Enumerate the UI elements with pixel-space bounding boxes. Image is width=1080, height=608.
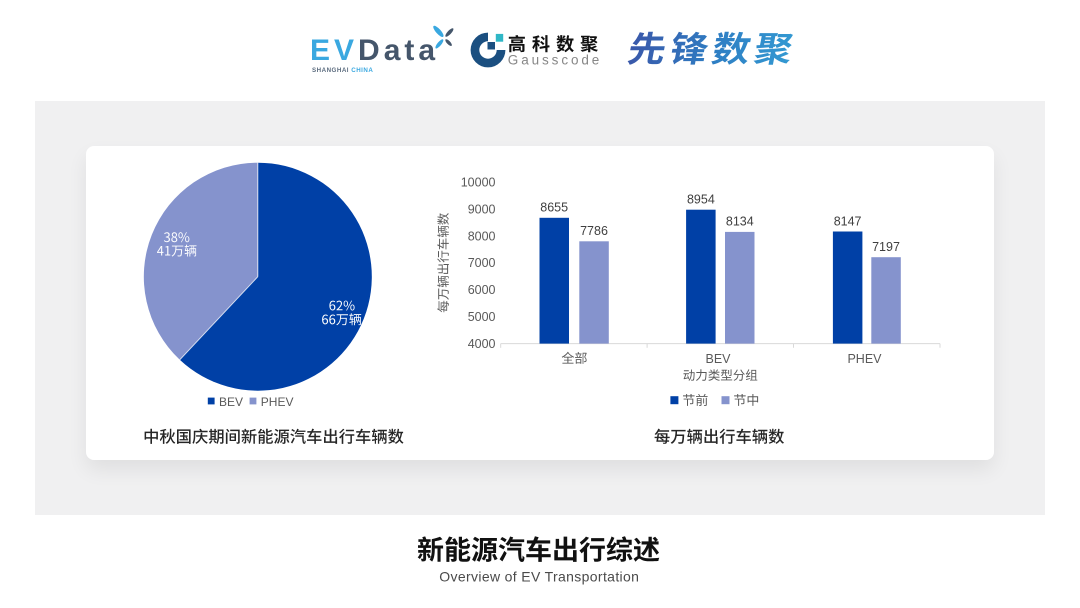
svg-text:7197: 7197 xyxy=(872,240,900,254)
svg-text:9000: 9000 xyxy=(468,202,496,216)
svg-text:10000: 10000 xyxy=(461,176,496,190)
svg-text:8147: 8147 xyxy=(834,214,862,228)
svg-text:Overview of EV Transportation: Overview of EV Transportation xyxy=(439,569,639,585)
svg-text:BEV: BEV xyxy=(219,395,243,409)
svg-text:8954: 8954 xyxy=(687,193,715,207)
svg-text:PHEV: PHEV xyxy=(261,395,294,409)
svg-text:4000: 4000 xyxy=(468,337,496,351)
svg-text:8655: 8655 xyxy=(540,201,568,215)
svg-text:7786: 7786 xyxy=(580,224,608,238)
svg-text:PHEV: PHEV xyxy=(847,352,882,366)
svg-text:7000: 7000 xyxy=(468,256,496,270)
svg-text:Gausscode: Gausscode xyxy=(508,53,602,68)
svg-text:8000: 8000 xyxy=(468,229,496,243)
svg-text:8134: 8134 xyxy=(726,215,754,229)
svg-text:5000: 5000 xyxy=(468,310,496,324)
svg-text:BEV: BEV xyxy=(705,352,731,366)
svg-text:6000: 6000 xyxy=(468,283,496,297)
